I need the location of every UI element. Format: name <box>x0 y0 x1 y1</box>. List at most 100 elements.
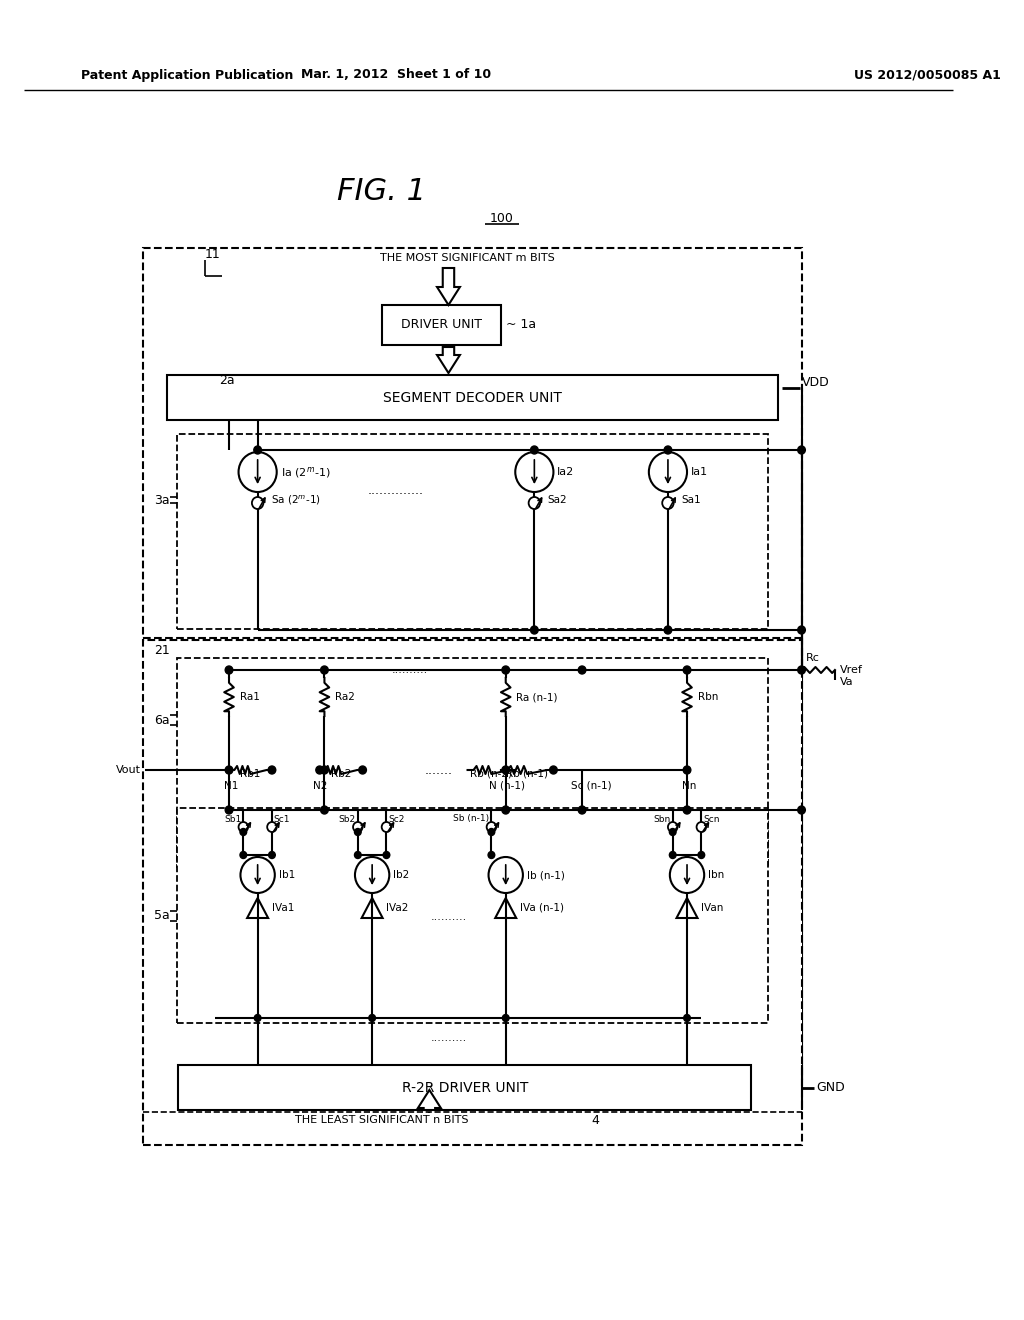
Circle shape <box>383 851 390 858</box>
Circle shape <box>315 766 324 774</box>
Circle shape <box>665 446 672 454</box>
Circle shape <box>579 667 586 675</box>
Circle shape <box>354 829 361 836</box>
Circle shape <box>683 807 691 814</box>
Circle shape <box>670 829 676 836</box>
Text: 4: 4 <box>592 1114 599 1126</box>
Text: Sa1: Sa1 <box>681 495 700 506</box>
Circle shape <box>321 766 329 774</box>
Text: Scn: Scn <box>703 814 720 824</box>
Bar <box>176 657 768 869</box>
Text: VDD: VDD <box>802 375 829 388</box>
Text: Ra2: Ra2 <box>335 692 354 702</box>
Circle shape <box>530 626 539 634</box>
Text: Ra1: Ra1 <box>240 692 259 702</box>
Circle shape <box>683 667 691 675</box>
Text: Sc2: Sc2 <box>388 814 404 824</box>
Text: Vout: Vout <box>116 766 141 775</box>
Circle shape <box>354 851 361 858</box>
Text: Patent Application Publication: Patent Application Publication <box>81 69 294 82</box>
Circle shape <box>321 807 329 814</box>
Text: 5a: 5a <box>154 909 170 921</box>
Text: Ra (n-1): Ra (n-1) <box>516 692 558 702</box>
Circle shape <box>254 1015 261 1022</box>
Circle shape <box>684 1015 690 1022</box>
Bar <box>176 808 768 1023</box>
Text: ~ 1a: ~ 1a <box>506 318 536 331</box>
Text: Sbn: Sbn <box>653 814 671 824</box>
Circle shape <box>798 446 805 454</box>
Circle shape <box>502 766 510 774</box>
Circle shape <box>321 667 329 675</box>
Text: GND: GND <box>816 1081 845 1094</box>
Text: IVa1: IVa1 <box>272 903 294 913</box>
Text: Rb2: Rb2 <box>331 770 351 779</box>
Polygon shape <box>437 268 460 305</box>
Text: THE LEAST SIGNIFICANT n BITS: THE LEAST SIGNIFICANT n BITS <box>295 1115 468 1125</box>
Circle shape <box>225 667 232 675</box>
Circle shape <box>268 766 275 774</box>
Text: ..........: .......... <box>392 665 428 675</box>
Circle shape <box>798 667 805 675</box>
Text: SEGMENT DECODER UNIT: SEGMENT DECODER UNIT <box>383 391 562 404</box>
Text: US 2012/0050085 A1: US 2012/0050085 A1 <box>854 69 1000 82</box>
Text: DRIVER UNIT: DRIVER UNIT <box>400 318 482 331</box>
Text: 21: 21 <box>154 644 170 656</box>
Text: Ib1: Ib1 <box>279 870 295 880</box>
Text: Nn: Nn <box>682 781 696 791</box>
Text: Mar. 1, 2012  Sheet 1 of 10: Mar. 1, 2012 Sheet 1 of 10 <box>301 69 492 82</box>
Circle shape <box>550 766 557 774</box>
Text: Ia2: Ia2 <box>557 467 574 477</box>
Circle shape <box>254 446 261 454</box>
Circle shape <box>225 766 232 774</box>
Text: Ia (2$^m$-1): Ia (2$^m$-1) <box>281 465 330 479</box>
Text: Va: Va <box>840 677 853 686</box>
Text: Ia1: Ia1 <box>691 467 708 477</box>
Text: .......: ....... <box>425 763 453 776</box>
Circle shape <box>503 1015 509 1022</box>
Circle shape <box>798 807 805 814</box>
Text: Sb1: Sb1 <box>224 814 242 824</box>
Text: Sc (n-1): Sc (n-1) <box>570 781 611 791</box>
Text: Sb2: Sb2 <box>339 814 356 824</box>
Text: Sa (2$^m$-1): Sa (2$^m$-1) <box>271 494 321 507</box>
Text: N1: N1 <box>224 781 239 791</box>
Text: 2a: 2a <box>219 374 236 387</box>
Text: Ib (n-1): Ib (n-1) <box>526 870 564 880</box>
Circle shape <box>240 851 247 858</box>
Text: 6a: 6a <box>155 714 170 726</box>
Text: Sc1: Sc1 <box>273 814 291 824</box>
Text: Rb (n-1): Rb (n-1) <box>506 770 548 779</box>
Polygon shape <box>418 1090 441 1110</box>
Circle shape <box>268 851 275 858</box>
Circle shape <box>502 667 510 675</box>
Text: Rb1: Rb1 <box>241 770 261 779</box>
Bar <box>382 305 501 345</box>
Text: N (n-1): N (n-1) <box>488 781 524 791</box>
Text: 11: 11 <box>205 248 221 261</box>
Circle shape <box>488 829 495 836</box>
Circle shape <box>225 807 232 814</box>
Circle shape <box>369 1015 376 1022</box>
Circle shape <box>502 807 510 814</box>
Text: Sa2: Sa2 <box>548 495 567 506</box>
Bar <box>167 375 777 420</box>
Text: Vref: Vref <box>840 665 862 675</box>
Text: ..........: .......... <box>430 1034 467 1043</box>
Bar <box>143 640 802 1144</box>
Text: R-2R DRIVER UNIT: R-2R DRIVER UNIT <box>401 1081 528 1094</box>
Circle shape <box>358 766 367 774</box>
Circle shape <box>683 766 691 774</box>
Text: IVan: IVan <box>701 903 724 913</box>
Text: IVa (n-1): IVa (n-1) <box>520 903 564 913</box>
Circle shape <box>698 851 705 858</box>
Circle shape <box>798 626 805 634</box>
Bar <box>143 248 802 638</box>
Text: THE MOST SIGNIFICANT m BITS: THE MOST SIGNIFICANT m BITS <box>380 253 555 263</box>
Text: ..............: .............. <box>368 483 424 496</box>
Circle shape <box>665 626 672 634</box>
Circle shape <box>488 851 495 858</box>
Text: 100: 100 <box>489 211 514 224</box>
Polygon shape <box>437 347 460 374</box>
Text: 3a: 3a <box>155 494 170 507</box>
